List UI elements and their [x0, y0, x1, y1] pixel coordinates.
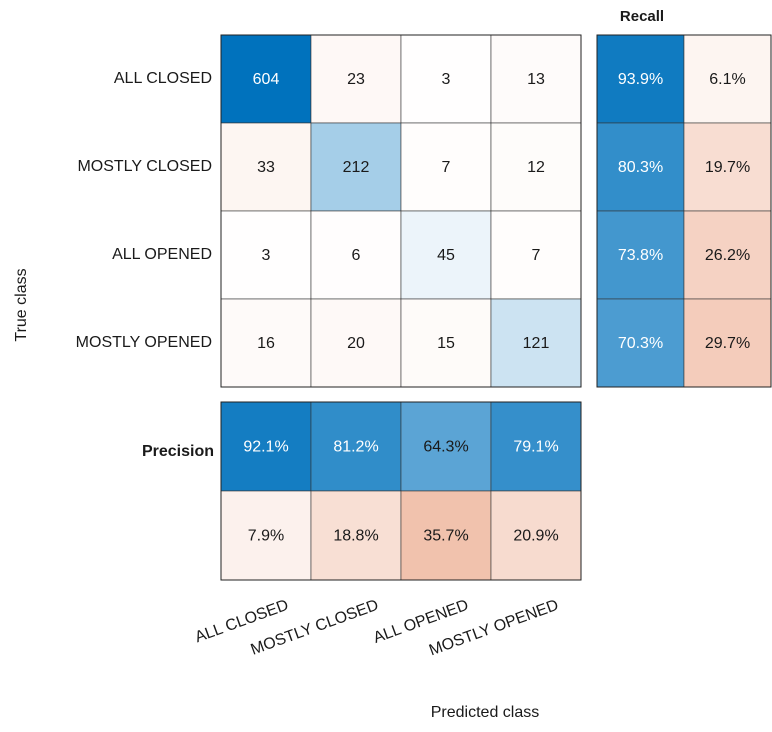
matrix-cell-label: 604: [253, 71, 280, 88]
matrix-cell-label: 12: [527, 159, 545, 176]
matrix-cell: [310, 210, 402, 300]
matrix-cell: [310, 298, 402, 388]
precision-cell-label: 79.1%: [513, 439, 558, 456]
precision-cell: [490, 490, 582, 581]
matrix-cell: [220, 298, 312, 388]
matrix-cell-label: 33: [257, 159, 275, 176]
recall-cell: [596, 298, 685, 388]
matrix-cell: [400, 122, 492, 212]
matrix-cell: [490, 298, 582, 388]
matrix-cell-label: 7: [442, 159, 451, 176]
row-label: MOSTLY CLOSED: [77, 158, 212, 175]
recall-cell: [683, 34, 772, 124]
recall-cell: [683, 298, 772, 388]
precision-cell: [400, 490, 492, 581]
precision-cell-label: 20.9%: [513, 528, 558, 545]
matrix-cell-label: 13: [527, 71, 545, 88]
row-label: MOSTLY OPENED: [76, 334, 212, 351]
precision-title: Precision: [142, 443, 214, 460]
recall-cell-label: 93.9%: [618, 71, 663, 88]
recall-cell-label: 19.7%: [705, 159, 750, 176]
precision-cell-label: 7.9%: [248, 528, 284, 545]
matrix-cell-label: 16: [257, 335, 275, 352]
recall-cell: [596, 34, 685, 124]
matrix-cell-label: 3: [442, 71, 451, 88]
recall-cell-label: 6.1%: [709, 71, 745, 88]
matrix-cell-label: 6: [352, 247, 361, 264]
x-axis-label: Predicted class: [431, 704, 540, 721]
precision-cell-label: 64.3%: [423, 439, 468, 456]
precision-cell: [310, 401, 402, 492]
precision-cell: [400, 401, 492, 492]
panel-border: [220, 401, 582, 581]
recall-cell-label: 26.2%: [705, 247, 750, 264]
precision-cell: [310, 490, 402, 581]
recall-cell-label: 80.3%: [618, 159, 663, 176]
recall-cell-label: 29.7%: [705, 335, 750, 352]
precision-cell-label: 81.2%: [333, 439, 378, 456]
matrix-cell-label: 15: [437, 335, 455, 352]
matrix-cell: [220, 210, 312, 300]
matrix-cell: [310, 34, 402, 124]
matrix-cell: [220, 34, 312, 124]
matrix-cell-label: 3: [262, 247, 271, 264]
recall-cell: [683, 210, 772, 300]
recall-cell: [683, 122, 772, 212]
recall-cell-label: 73.8%: [618, 247, 663, 264]
matrix-cell: [220, 122, 312, 212]
matrix-cell-label: 7: [532, 247, 541, 264]
matrix-cell: [400, 210, 492, 300]
precision-cell: [220, 490, 312, 581]
matrix-cell-label: 45: [437, 247, 455, 264]
recall-cell-label: 70.3%: [618, 335, 663, 352]
panel-border: [596, 34, 772, 388]
y-axis-label: True class: [13, 268, 30, 341]
row-label: ALL CLOSED: [114, 70, 212, 87]
matrix-cell: [490, 122, 582, 212]
recall-cell: [596, 122, 685, 212]
matrix-cell-label: 121: [523, 335, 550, 352]
precision-cell-label: 35.7%: [423, 528, 468, 545]
matrix-cell-label: 23: [347, 71, 365, 88]
row-label: ALL OPENED: [112, 246, 212, 263]
matrix-cell: [400, 298, 492, 388]
matrix-cell: [490, 210, 582, 300]
recall-title: Recall: [620, 8, 664, 25]
precision-cell-label: 18.8%: [333, 528, 378, 545]
panel-border: [220, 34, 582, 388]
matrix-cell-label: 20: [347, 335, 365, 352]
precision-cell-label: 92.1%: [243, 439, 288, 456]
matrix-cell-label: 212: [343, 159, 370, 176]
